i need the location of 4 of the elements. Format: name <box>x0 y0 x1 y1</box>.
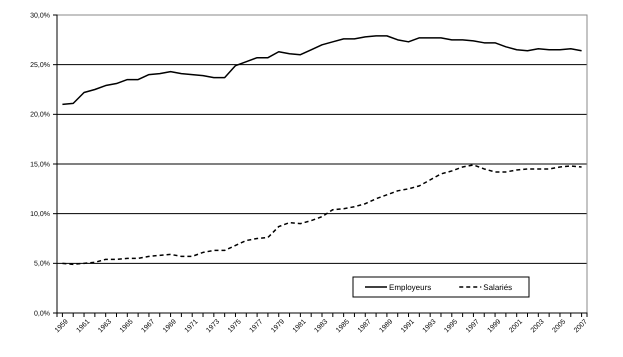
legend-label: Employeurs <box>389 283 432 292</box>
legend-label: Salariés <box>483 283 512 292</box>
line-series <box>62 164 582 266</box>
line-series <box>62 35 582 106</box>
